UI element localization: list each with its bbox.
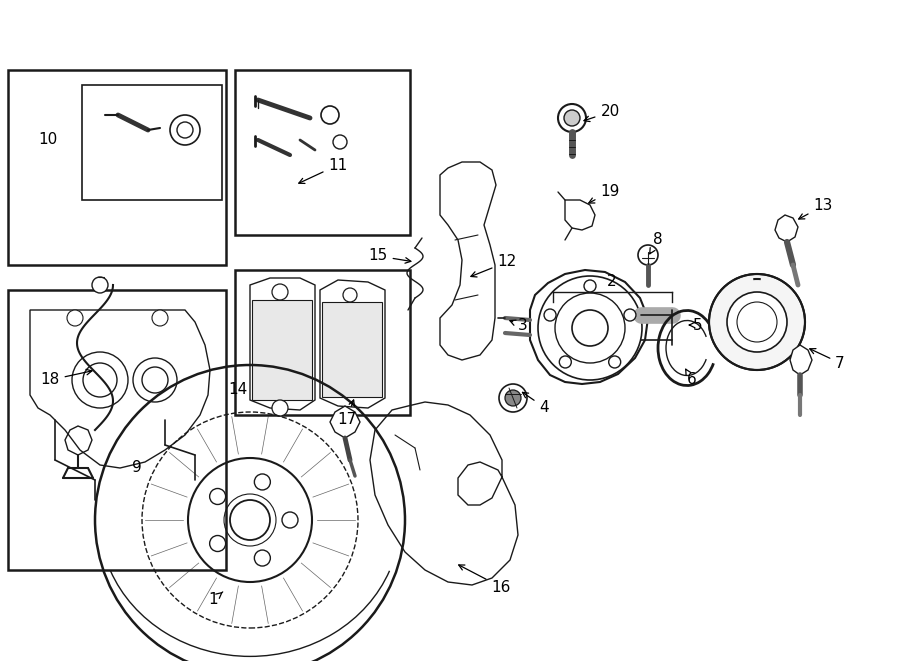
Circle shape	[152, 310, 168, 326]
Text: 15: 15	[368, 249, 411, 264]
Circle shape	[272, 400, 288, 416]
Text: 10: 10	[39, 132, 58, 147]
Text: 12: 12	[471, 254, 517, 277]
Text: 11: 11	[299, 157, 347, 183]
Circle shape	[499, 384, 527, 412]
Text: 3: 3	[510, 319, 528, 334]
Circle shape	[333, 135, 347, 149]
Circle shape	[210, 535, 226, 551]
Text: 8: 8	[650, 233, 662, 254]
Circle shape	[177, 122, 193, 138]
Circle shape	[142, 367, 168, 393]
Polygon shape	[775, 215, 798, 242]
Text: 5: 5	[689, 317, 703, 332]
Polygon shape	[790, 345, 812, 375]
Circle shape	[624, 309, 636, 321]
Text: 1: 1	[208, 592, 222, 607]
Circle shape	[255, 474, 270, 490]
Text: 20: 20	[584, 104, 619, 122]
Polygon shape	[330, 406, 360, 438]
Text: 19: 19	[589, 184, 620, 203]
Circle shape	[230, 500, 270, 540]
Circle shape	[727, 292, 787, 352]
Text: 16: 16	[459, 565, 510, 594]
Circle shape	[210, 488, 226, 504]
Bar	[8, 290, 226, 570]
Circle shape	[608, 356, 621, 368]
Text: 17: 17	[338, 400, 356, 426]
Bar	[8, 70, 226, 265]
Text: 9: 9	[132, 461, 142, 475]
Text: 4: 4	[523, 393, 549, 414]
Bar	[252, 300, 312, 400]
Circle shape	[255, 550, 270, 566]
Circle shape	[83, 363, 117, 397]
Bar	[82, 85, 222, 200]
Circle shape	[92, 277, 108, 293]
Bar	[235, 270, 410, 415]
Circle shape	[343, 288, 357, 302]
Circle shape	[505, 390, 521, 406]
Text: 14: 14	[229, 381, 248, 397]
Text: 13: 13	[798, 198, 832, 219]
Circle shape	[282, 512, 298, 528]
Circle shape	[558, 104, 586, 132]
Bar	[322, 302, 382, 397]
Circle shape	[272, 284, 288, 300]
Circle shape	[709, 274, 805, 370]
Circle shape	[584, 280, 596, 292]
Circle shape	[559, 356, 572, 368]
Circle shape	[544, 309, 556, 321]
Circle shape	[638, 245, 658, 265]
Circle shape	[67, 310, 83, 326]
Text: 18: 18	[40, 369, 92, 387]
Text: 6: 6	[686, 369, 697, 387]
Circle shape	[564, 110, 580, 126]
Text: 2: 2	[608, 274, 616, 290]
Text: 7: 7	[810, 348, 845, 371]
Bar	[235, 70, 410, 235]
Circle shape	[572, 310, 608, 346]
